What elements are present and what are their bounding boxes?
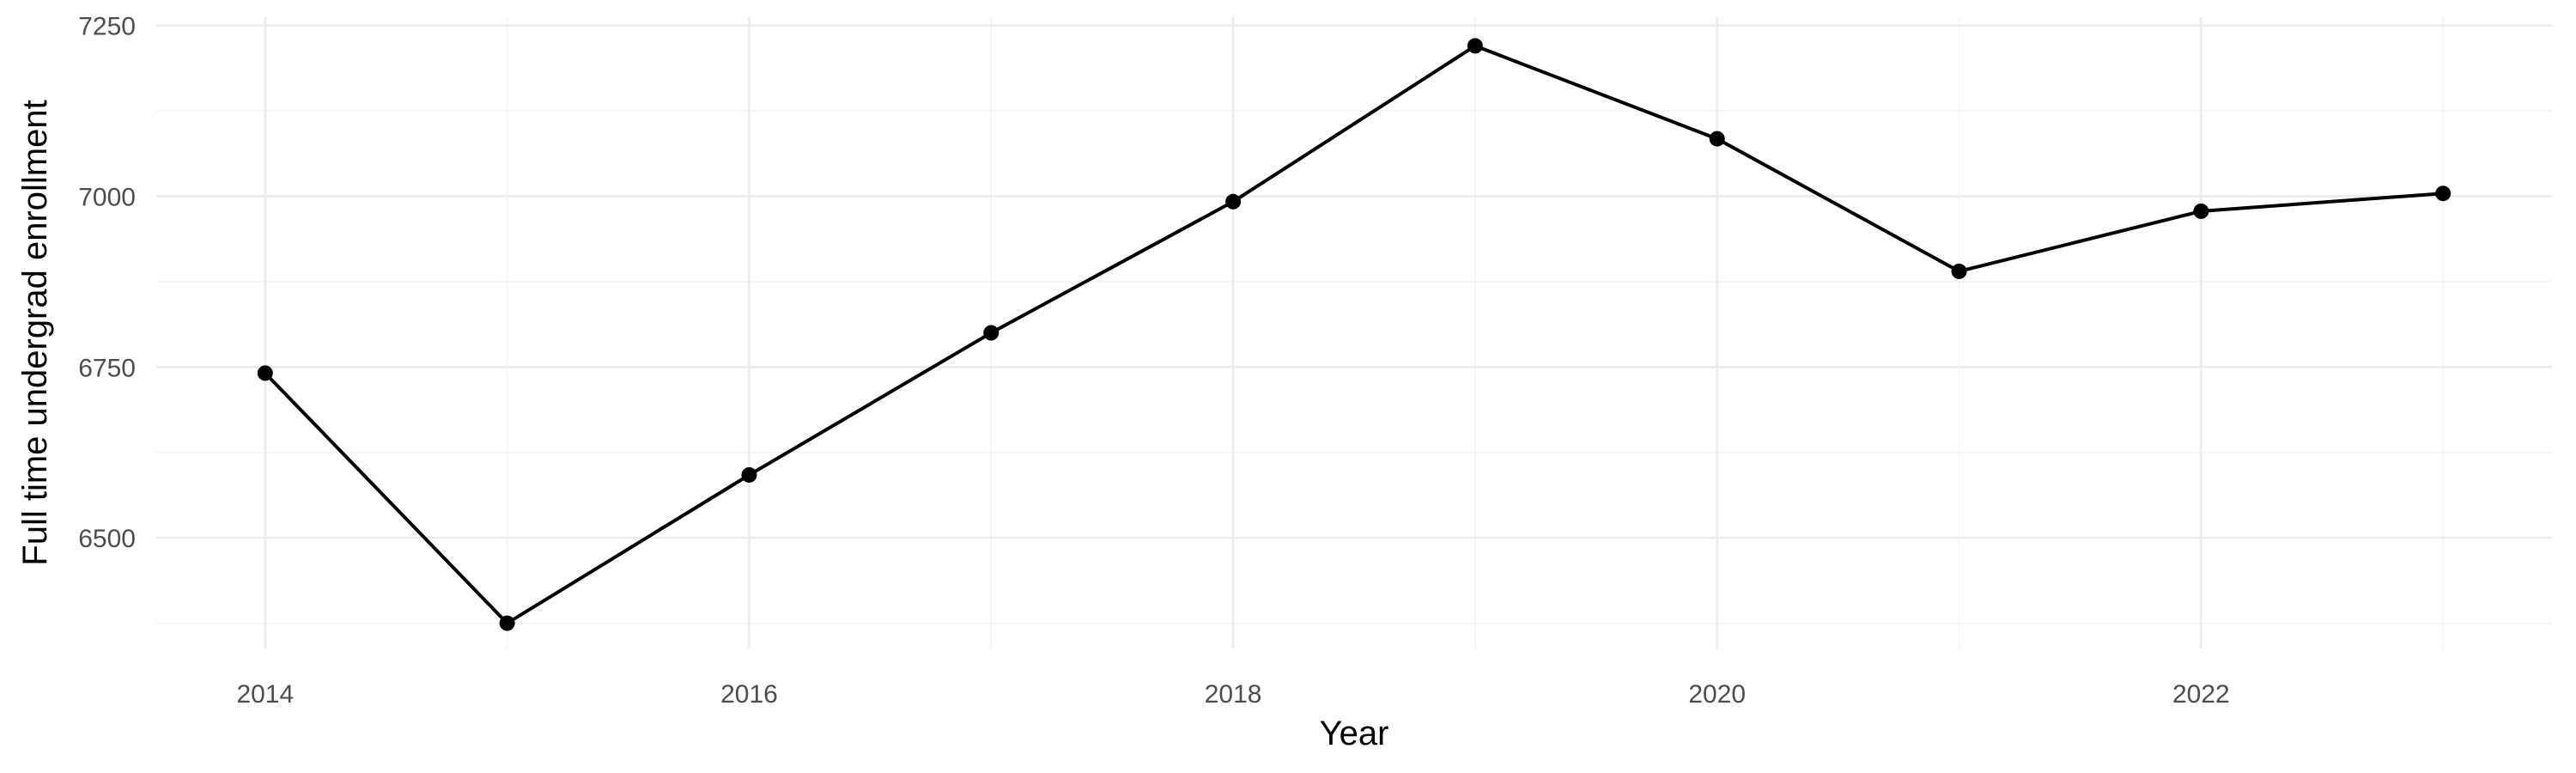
data-point bbox=[2193, 203, 2209, 219]
data-point bbox=[741, 466, 757, 483]
x-tick-label: 2022 bbox=[2172, 680, 2230, 709]
data-point bbox=[983, 325, 999, 341]
x-axis-title: Year bbox=[1320, 715, 1389, 752]
chart-series bbox=[257, 38, 2451, 631]
data-point bbox=[499, 615, 515, 631]
series-line bbox=[264, 44, 2444, 625]
y-tick-label: 6500 bbox=[78, 525, 136, 553]
y-tick-label: 7250 bbox=[78, 13, 136, 41]
chart-grid bbox=[156, 17, 2552, 648]
data-point bbox=[2435, 186, 2451, 202]
y-axis-ticks: 6500 6750 7000 7250 bbox=[78, 13, 136, 554]
data-point bbox=[257, 365, 273, 381]
x-tick-label: 2016 bbox=[720, 680, 778, 709]
y-axis-title: Full time undergrad enrollment bbox=[16, 100, 54, 565]
data-point bbox=[1951, 263, 1967, 279]
x-tick-label: 2018 bbox=[1205, 680, 1262, 709]
data-point bbox=[1709, 131, 1725, 147]
y-tick-label: 7000 bbox=[78, 183, 136, 211]
data-point bbox=[1225, 193, 1242, 210]
x-tick-label: 2014 bbox=[236, 680, 294, 709]
x-tick-label: 2020 bbox=[1688, 680, 1746, 709]
y-tick-label: 6750 bbox=[78, 354, 136, 382]
data-point bbox=[1467, 38, 1483, 54]
x-axis-ticks: 2014 2016 2018 2020 2022 bbox=[236, 680, 2229, 709]
